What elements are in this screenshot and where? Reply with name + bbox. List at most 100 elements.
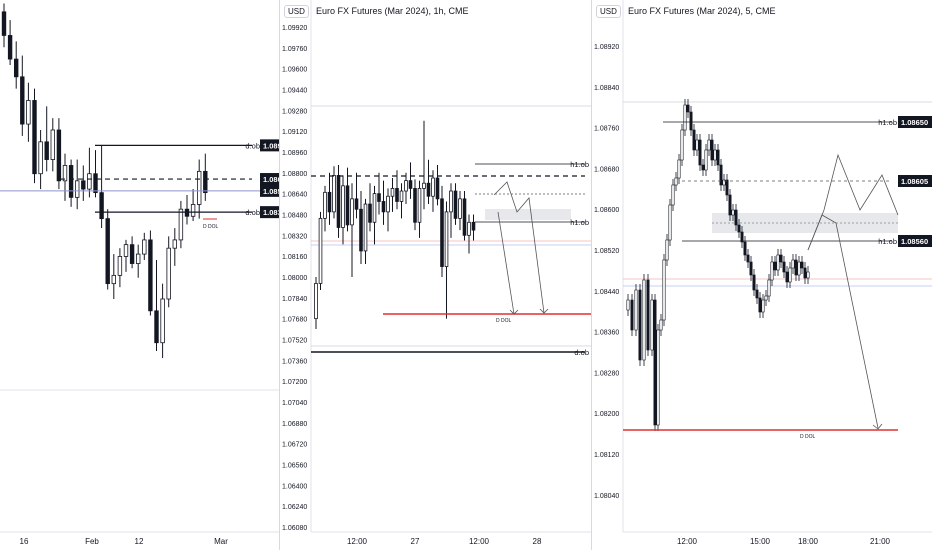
y-axis-tick: 1.09920: [282, 25, 307, 32]
hourly-candle: [368, 203, 372, 223]
d-dol-label: D DOL: [203, 224, 219, 230]
hourly-candle: [444, 211, 449, 267]
five-min-candle: [752, 274, 756, 291]
daily-candle: [56, 129, 62, 182]
five-min-candle: [674, 177, 678, 186]
five-min-candle: [642, 279, 646, 361]
y-axis-tick: 1.07680: [282, 317, 307, 324]
five-min-candle: [737, 224, 741, 233]
price-tag-label: 1.08920: [263, 141, 279, 150]
hourly-chart-canvas[interactable]: 1.09920 1.09760 1.09600 1.09440 1.09280 1.091…: [280, 0, 591, 550]
daily-candle: [81, 180, 86, 190]
price-tag-label: 1.08605: [901, 177, 928, 186]
hourly-candle: [462, 198, 467, 236]
x-axis-tick: 21:00: [870, 537, 891, 546]
five-min-candle: [740, 231, 744, 243]
hourly-candle: [453, 190, 458, 219]
daily-candle: [93, 173, 98, 194]
five-min-candle: [767, 279, 771, 297]
daily-candle: [166, 247, 171, 300]
level-label: h1.ob: [570, 218, 589, 227]
level-label: h1.ob: [570, 160, 589, 169]
projection-path: [497, 211, 515, 315]
y-axis-tick: 1.08840: [594, 85, 619, 92]
five-min-candle: [665, 239, 669, 261]
daily-candle: [32, 100, 37, 175]
daily-candle: [62, 165, 68, 182]
five-min-candle: [779, 254, 783, 263]
daily-candle: [135, 253, 141, 264]
five-minute-chart-canvas[interactable]: 1.08920 1.08840 1.08760 1.08680 1.08600 1.085…: [592, 0, 932, 550]
daily-candle: [1, 11, 7, 36]
five-min-candle: [773, 261, 777, 271]
five-min-candle: [638, 289, 642, 361]
order-block-zone: [485, 209, 571, 220]
hourly-chart-panel[interactable]: USD Euro FX Futures (Mar 2024), 1h, CME …: [280, 0, 591, 550]
daily-candle: [142, 239, 147, 255]
five-min-candle: [755, 289, 759, 299]
y-axis-tick: 1.06400: [282, 483, 307, 490]
y-axis-tick: 1.08200: [594, 411, 619, 418]
y-axis-tick: 1.06720: [282, 442, 307, 449]
hourly-candle: [404, 180, 408, 192]
daily-candle: [50, 129, 55, 160]
y-axis-tick: 1.08520: [594, 248, 619, 255]
hourly-candle: [422, 182, 426, 189]
hourly-candle: [327, 191, 332, 213]
hourly-candle: [381, 201, 386, 213]
five-min-candle: [794, 259, 798, 276]
y-axis-tick: 1.08280: [594, 370, 619, 377]
five-min-candle: [689, 111, 693, 131]
hourly-candle: [318, 217, 323, 284]
x-axis-tick: 15:00: [750, 537, 771, 546]
daily-candle: [190, 204, 196, 217]
five-min-candle: [785, 271, 789, 283]
five-min-candle: [728, 194, 732, 216]
projection-arrowhead: [872, 423, 883, 430]
y-axis-tick: 1.08440: [594, 289, 619, 296]
y-axis-tick: 1.09280: [282, 108, 307, 115]
x-axis-tick: 12:00: [469, 537, 490, 546]
daily-candle: [87, 173, 92, 190]
x-axis-tick: 18:00: [798, 537, 819, 546]
y-axis-tick: 1.08960: [282, 150, 307, 157]
daily-candle: [75, 180, 80, 198]
hourly-candle: [417, 188, 422, 223]
projection-path: [807, 153, 899, 251]
panel-divider[interactable]: [591, 0, 592, 550]
daily-candle: [123, 244, 129, 257]
price-tag-label: 1.08355: [263, 208, 279, 217]
five-min-candle: [800, 261, 804, 269]
panel-divider[interactable]: [279, 0, 280, 550]
five-min-candle: [776, 254, 780, 271]
five-minute-chart-panel[interactable]: USD Euro FX Futures (Mar 2024), 5, CME 1…: [592, 0, 932, 550]
currency-label[interactable]: USD: [596, 5, 621, 18]
five-min-candle: [734, 209, 738, 226]
hourly-candle: [390, 188, 395, 197]
five-min-candle: [746, 254, 750, 263]
five-min-candle: [683, 104, 687, 131]
y-axis-tick: 1.08800: [282, 171, 307, 178]
five-min-candle: [646, 279, 650, 351]
five-min-candle: [803, 267, 807, 279]
daily-candle: [111, 274, 116, 285]
five-min-candle: [758, 297, 762, 313]
currency-label[interactable]: USD: [284, 5, 309, 18]
five-min-candle: [719, 164, 723, 186]
hourly-candle: [314, 283, 318, 320]
y-axis-tick: 1.08120: [594, 452, 619, 459]
daily-candle: [13, 58, 19, 78]
daily-candle: [154, 310, 159, 344]
hourly-candle: [341, 185, 345, 228]
five-min-candle: [713, 149, 717, 161]
price-tag: [260, 206, 279, 219]
five-min-candle: [656, 329, 660, 426]
five-min-candle: [695, 139, 699, 151]
hourly-candle: [350, 198, 354, 226]
five-min-candle: [710, 139, 714, 161]
x-axis-tick: 12:00: [347, 537, 368, 546]
five-min-candle: [630, 299, 634, 331]
y-axis-tick: 1.09120: [282, 129, 307, 136]
